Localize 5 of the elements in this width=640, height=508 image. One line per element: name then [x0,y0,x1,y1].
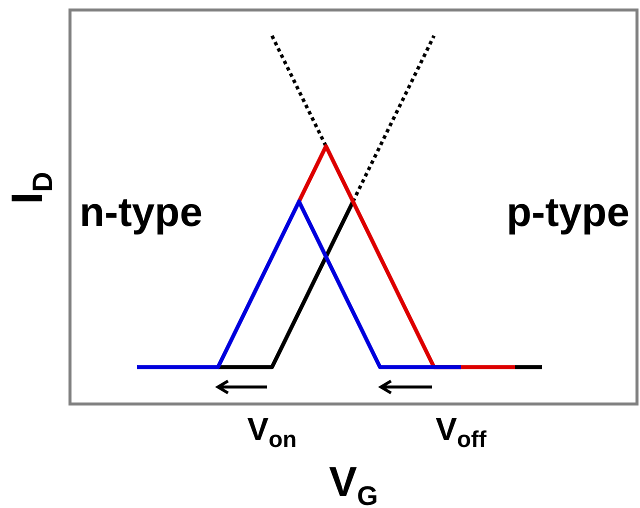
annotation: n-type [80,189,202,235]
x-tick-label: V$_{on}$ [247,411,297,452]
x-axis-title: V$_{G}$ [328,458,378,508]
x-tick-label: V$_{off}$ [436,411,487,452]
annotation: p-type [506,189,630,235]
